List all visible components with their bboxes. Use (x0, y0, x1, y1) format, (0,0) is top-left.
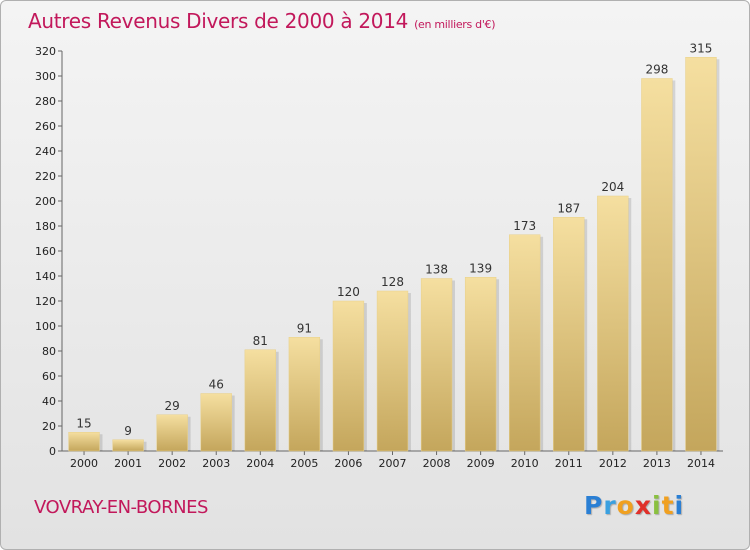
bars (68, 57, 720, 452)
x-tick-label-2004: 2004 (246, 457, 274, 470)
value-label-2000: 15 (76, 416, 91, 430)
x-tick-label-2000: 2000 (70, 457, 98, 470)
value-label-2006: 120 (337, 285, 360, 299)
logo-letter: i (652, 491, 662, 520)
value-label-2010: 173 (513, 219, 536, 233)
chart-title: Autres Revenus Divers de 2000 à 2014 (en … (28, 9, 496, 33)
y-tick-label: 280 (35, 95, 56, 108)
y-tick-label: 180 (35, 220, 56, 233)
y-tick-label: 260 (35, 120, 56, 133)
bar-2006 (332, 300, 365, 452)
logo-letter: i (674, 491, 685, 520)
y-tick-label: 240 (35, 145, 56, 158)
bar-2010 (509, 234, 541, 452)
bar-2007 (376, 290, 409, 452)
y-tick-label: 200 (35, 195, 56, 208)
y-tick-label: 160 (35, 245, 56, 258)
x-tick-label-2003: 2003 (202, 457, 230, 470)
logo-letter: o (616, 491, 635, 520)
value-label-2011: 187 (557, 201, 580, 215)
y-tick-label: 80 (42, 345, 56, 358)
logo-letter: t (661, 491, 675, 520)
logo-letter: P (584, 491, 604, 520)
y-tick-label: 140 (35, 270, 56, 283)
place-name: VOVRAY-EN-BORNES (34, 497, 208, 518)
bar-2003 (200, 393, 232, 452)
value-label-2003: 46 (209, 378, 224, 392)
bar-2002 (156, 414, 188, 452)
bar-2009 (464, 277, 497, 452)
x-tick-label-2009: 2009 (467, 457, 495, 470)
value-label-2002: 29 (165, 399, 180, 413)
x-tick-label-2002: 2002 (158, 457, 186, 470)
y-tick-label: 120 (35, 295, 56, 308)
title-text: Autres Revenus Divers de 2000 à 2014 (28, 9, 409, 33)
logo-letter: r (603, 491, 617, 520)
value-label-2013: 298 (645, 63, 668, 77)
proxiti-logo: Proxiti (584, 491, 684, 520)
bar-2014 (685, 57, 717, 452)
x-tick-label-2012: 2012 (599, 457, 627, 470)
value-label-2007: 128 (381, 275, 404, 289)
value-label-2008: 138 (425, 263, 448, 277)
y-tick-label: 320 (35, 45, 56, 58)
value-label-2005: 91 (297, 321, 312, 335)
x-tick-label-2014: 2014 (687, 457, 715, 470)
bar-2008 (420, 278, 453, 452)
y-tick-label: 20 (42, 420, 56, 433)
bar-2013 (641, 78, 673, 452)
logo-letter: x (634, 491, 652, 520)
value-label-2014: 315 (690, 41, 713, 55)
x-tick-label-2013: 2013 (643, 457, 671, 470)
value-label-2001: 9 (124, 424, 132, 438)
y-tick-label: 300 (35, 70, 56, 83)
bar-2000 (68, 432, 100, 452)
bar-2001 (112, 439, 144, 452)
x-tick-label-2007: 2007 (379, 457, 407, 470)
y-tick-label: 60 (42, 370, 56, 383)
bar-2004 (244, 349, 276, 452)
y-tick-label: 0 (49, 445, 56, 458)
title-unit: (en milliers d'€) (414, 18, 496, 31)
value-labels: 15 9 29 46 81 91 120 128 138 139 173 187 204 298 315 (76, 41, 712, 438)
x-tick-label-2001: 2001 (114, 457, 142, 470)
y-tick-label: 40 (42, 395, 56, 408)
value-label-2009: 139 (469, 261, 492, 275)
bar-2012 (597, 195, 629, 452)
y-tick-label: 100 (35, 320, 56, 333)
bar-2011 (553, 217, 585, 452)
value-label-2004: 81 (253, 334, 268, 348)
y-tick-label: 220 (35, 170, 56, 183)
x-tick-label-2008: 2008 (423, 457, 451, 470)
x-tick-label-2006: 2006 (334, 457, 362, 470)
x-tick-label-2011: 2011 (555, 457, 583, 470)
x-tick-label-2010: 2010 (511, 457, 539, 470)
value-label-2012: 204 (601, 180, 624, 194)
bar-2005 (288, 337, 321, 452)
x-tick-label-2005: 2005 (290, 457, 318, 470)
